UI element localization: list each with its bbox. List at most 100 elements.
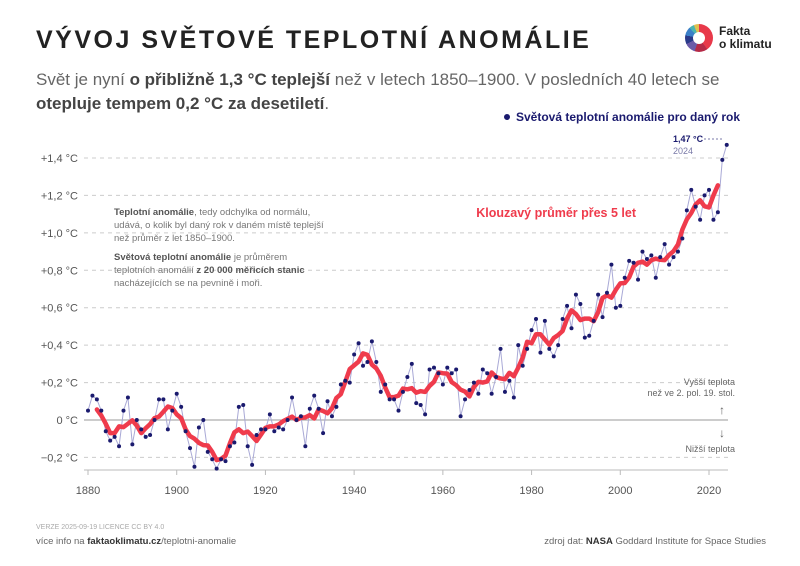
annual-point (436, 371, 441, 376)
annual-point (352, 352, 357, 357)
last-value-label: 1,47 °C (673, 134, 704, 144)
annual-point (250, 462, 255, 467)
annual-point (534, 316, 539, 321)
annual-point (188, 446, 193, 451)
annual-point (170, 408, 175, 413)
annual-point (183, 429, 188, 434)
annual-point (156, 397, 161, 402)
more-info-link-path[interactable]: /teplotni-anomalie (161, 536, 237, 547)
annual-point (467, 388, 472, 393)
annual-point (258, 427, 263, 432)
annual-point (463, 397, 468, 402)
annual-point (400, 389, 405, 394)
annual-point (569, 326, 574, 331)
x-tick-label: 1980 (519, 485, 543, 497)
annual-point (369, 339, 374, 344)
annual-point (374, 359, 379, 364)
annual-point (498, 346, 503, 351)
version-license: VERZE 2025-09-19 LICENCE CC BY 4.0 (36, 524, 165, 531)
annual-point (174, 391, 179, 396)
arrow-down-icon: ↓ (719, 426, 725, 440)
logo-text: Fakta o klimatu (719, 25, 772, 51)
annual-point (551, 354, 556, 359)
legend-annual: Světová teplotní anomálie pro daný rok (504, 110, 740, 124)
cooler-label: Nižší teplota (685, 444, 735, 454)
annual-point (644, 257, 649, 262)
annual-point (667, 262, 672, 267)
annual-point (671, 255, 676, 260)
annual-point (161, 397, 166, 402)
logo[interactable]: Fakta o klimatu (685, 24, 772, 52)
annual-point (565, 303, 570, 308)
y-tick-label: +1,0 °C (41, 228, 78, 240)
source-text: zdroj dat: (544, 536, 586, 547)
annual-point (649, 253, 654, 258)
x-tick-label: 2020 (697, 485, 721, 497)
annual-point (312, 393, 317, 398)
note-text: je průměrem teplotních anomálií (114, 252, 288, 276)
annual-point (347, 380, 352, 385)
annual-point (201, 418, 206, 422)
source-text: Goddard Institute for Space Studies (612, 536, 766, 547)
subtitle-part: než v letech 1850–1900. V posledních 40 … (330, 70, 720, 89)
annual-point (689, 187, 694, 192)
annual-point (334, 404, 339, 409)
annual-point (538, 350, 543, 355)
warmer-label: než ve 2. pol. 19. stol. (647, 388, 735, 398)
annual-point (596, 292, 601, 297)
annual-point (715, 210, 720, 215)
annual-point (622, 275, 627, 280)
annual-point (245, 444, 250, 449)
annual-point (378, 389, 383, 394)
note-text: nacházejících se na pevnině i moři. (114, 278, 263, 289)
annual-point (179, 404, 184, 409)
annual-point (396, 408, 401, 413)
more-info-link[interactable]: faktaoklimatu.cz (87, 536, 162, 547)
note-text: Světová teplotní anomálie (114, 252, 232, 263)
annual-point (387, 397, 392, 402)
note-text: z 20 000 měřicích stanic (196, 265, 305, 276)
annual-point (392, 397, 397, 402)
annual-point (356, 341, 361, 346)
annual-point (711, 217, 716, 222)
annual-point (516, 343, 521, 348)
explanation-note: Teplotní anomálie, tedy odchylka od norm… (114, 206, 324, 296)
annual-point (298, 414, 303, 419)
annual-point (662, 242, 667, 247)
annual-point (494, 374, 499, 379)
last-year-label: 2024 (673, 146, 693, 156)
annual-point (640, 249, 645, 254)
note-text: Teplotní anomálie (114, 207, 195, 218)
note-text: , tedy odchylka od normálu, udává, o kol… (114, 207, 324, 244)
more-info: více info na faktaoklimatu.cz/teplotni-a… (36, 536, 236, 547)
annual-point (573, 292, 578, 297)
annual-point (196, 425, 201, 430)
annual-point (618, 303, 623, 308)
legend-dot-icon (504, 114, 510, 120)
annual-point (631, 260, 636, 265)
annual-point (143, 434, 148, 439)
annual-point (720, 157, 725, 162)
annual-point (427, 367, 432, 372)
annual-point (219, 457, 224, 462)
moving-average-line (94, 183, 721, 463)
annual-point (94, 397, 99, 402)
annual-point (139, 427, 144, 432)
annual-point (600, 315, 605, 320)
legend-label: Světová teplotní anomálie pro daný rok (516, 110, 741, 124)
annual-point (361, 363, 366, 368)
y-tick-label: −0,2 °C (41, 452, 78, 464)
x-tick-label: 1920 (253, 485, 277, 497)
logo-line: o klimatu (719, 37, 772, 51)
annual-point (121, 408, 126, 413)
annual-point (547, 346, 552, 351)
annual-point (405, 374, 410, 379)
annual-point (511, 395, 516, 400)
x-tick-label: 2000 (608, 485, 632, 497)
arrow-up-icon: ↑ (719, 403, 725, 417)
annual-point (263, 427, 268, 432)
annual-point (148, 432, 153, 437)
annual-point (210, 457, 215, 462)
annual-point (480, 367, 485, 372)
